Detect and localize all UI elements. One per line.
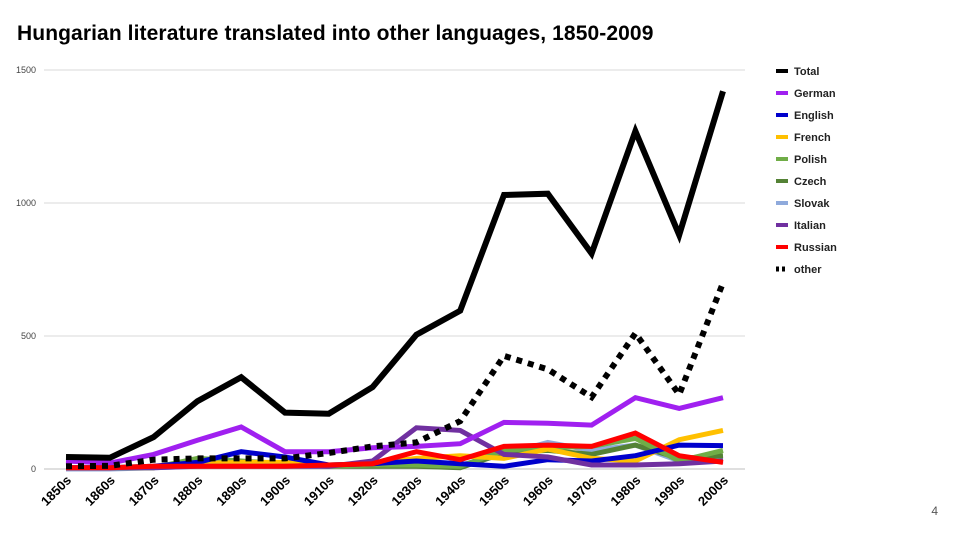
legend-item: Italian bbox=[776, 220, 826, 232]
legend-label: Slovak bbox=[794, 198, 830, 210]
x-tick-label: 1930s bbox=[388, 473, 424, 509]
legend-label: German bbox=[794, 88, 836, 100]
chart-title: Hungarian literature translated into oth… bbox=[17, 22, 654, 45]
x-tick-label: 2000s bbox=[695, 473, 731, 509]
legend-item: Czech bbox=[776, 176, 827, 188]
legend-label: English bbox=[794, 110, 834, 122]
legend-item: French bbox=[776, 132, 831, 144]
series-lines bbox=[65, 90, 726, 472]
legend-label: Polish bbox=[794, 154, 827, 166]
x-tick-label: 1900s bbox=[257, 473, 293, 509]
x-tick-label: 1970s bbox=[564, 473, 600, 509]
legend-item: Russian bbox=[776, 242, 837, 254]
legend-label: Italian bbox=[794, 220, 826, 232]
x-tick-label: 1940s bbox=[432, 473, 468, 509]
x-tick-label: 1960s bbox=[520, 473, 556, 509]
x-tick-label: 1910s bbox=[301, 473, 337, 509]
legend-label: other bbox=[794, 264, 822, 276]
legend-item: Slovak bbox=[776, 198, 830, 210]
y-tick-label: 1000 bbox=[16, 198, 36, 208]
x-tick-label: 1990s bbox=[651, 473, 687, 509]
series-line-total bbox=[65, 90, 726, 461]
grid-lines bbox=[44, 69, 745, 337]
legend-item: German bbox=[776, 88, 836, 100]
legend-item: Total bbox=[776, 66, 819, 78]
legend-label: Total bbox=[794, 66, 819, 78]
series-line-other bbox=[65, 281, 726, 470]
x-tick-label: 1850s bbox=[38, 473, 74, 509]
legend-item: other bbox=[776, 264, 822, 276]
legend-label: Russian bbox=[794, 242, 837, 254]
y-tick-label: 1500 bbox=[16, 65, 36, 75]
x-tick-labels: 1850s 1860s 1870s 1880s 1890s 1900s 1910s 1920s… bbox=[38, 473, 731, 509]
x-tick-label: 1890s bbox=[213, 473, 249, 509]
x-tick-label: 1980s bbox=[607, 473, 643, 509]
y-tick-labels: 0 500 1000 1500 bbox=[16, 65, 36, 474]
x-tick-label: 1880s bbox=[169, 473, 205, 509]
x-tick-label: 1860s bbox=[82, 473, 118, 509]
series-line-russian bbox=[66, 430, 724, 471]
legend-item: Polish bbox=[776, 154, 827, 166]
y-tick-label: 0 bbox=[31, 464, 36, 474]
x-tick-label: 1870s bbox=[126, 473, 162, 509]
page-number: 4 bbox=[931, 504, 938, 518]
x-tick-label: 1950s bbox=[476, 473, 512, 509]
legend: Total German English French Polish Czech Slova… bbox=[776, 66, 837, 276]
y-tick-label: 500 bbox=[21, 331, 36, 341]
legend-label: Czech bbox=[794, 176, 827, 188]
legend-item: English bbox=[776, 110, 834, 122]
x-tick-label: 1920s bbox=[345, 473, 381, 509]
legend-label: French bbox=[794, 132, 831, 144]
